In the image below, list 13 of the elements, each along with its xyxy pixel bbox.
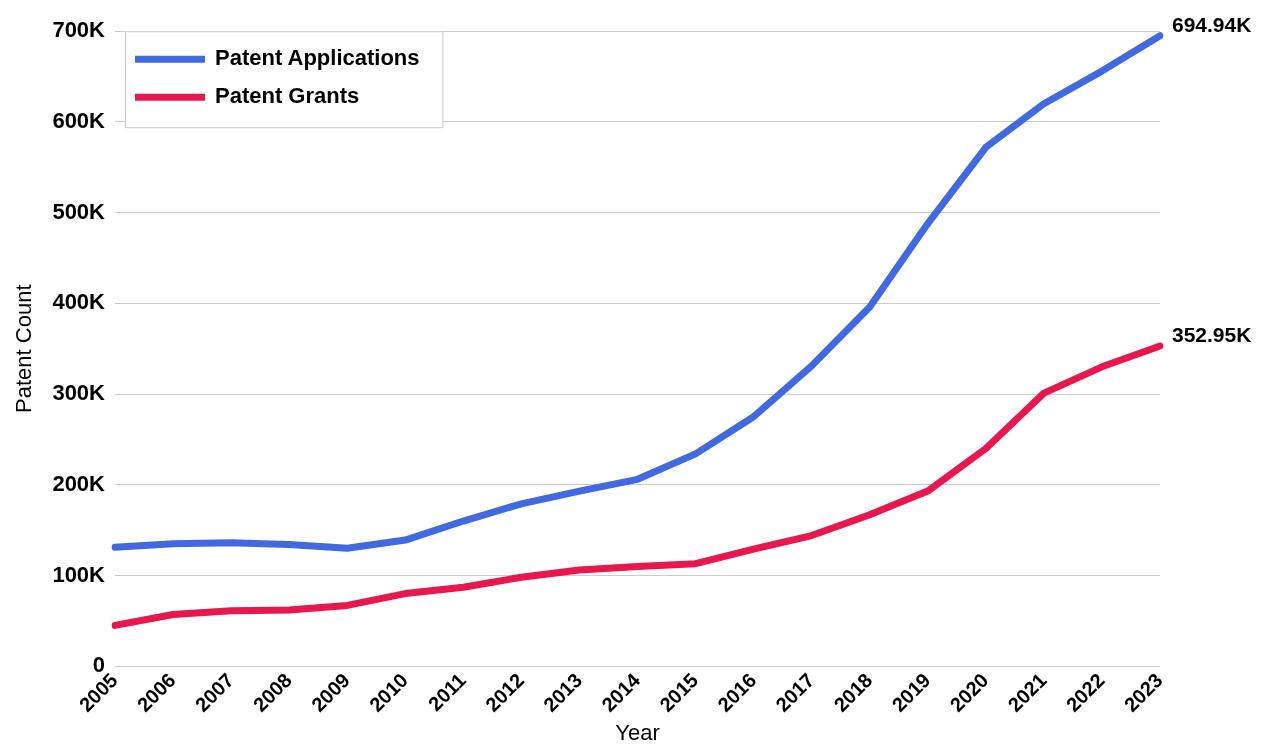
legend-label: Patent Applications	[214, 45, 420, 71]
y-tick-label: 400K	[52, 289, 106, 315]
y-axis-title: Patent Count	[11, 284, 37, 413]
y-tick-label: 200K	[52, 470, 106, 496]
y-tick-label: 300K	[52, 380, 106, 406]
y-tick-label: 100K	[52, 561, 106, 587]
x-axis-title: Year	[615, 719, 660, 745]
annotation: 694.94K	[1172, 12, 1252, 36]
y-tick-label: 600K	[52, 107, 106, 133]
annotation: 352.95K	[1172, 322, 1252, 346]
legend-label: Patent Grants	[214, 83, 360, 109]
y-tick-label: 500K	[52, 198, 106, 224]
y-tick-label: 700K	[52, 17, 106, 43]
